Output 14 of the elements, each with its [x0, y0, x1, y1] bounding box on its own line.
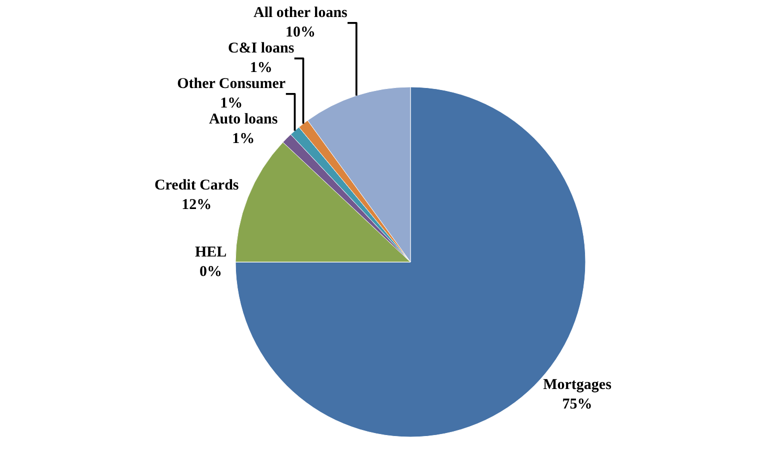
- category-label: HEL: [194, 244, 227, 260]
- data-label: 1%: [220, 96, 243, 112]
- data-label: 75%: [562, 396, 592, 412]
- data-label: 1%: [250, 60, 272, 76]
- data-label: 1%: [232, 131, 255, 148]
- slice-label: C&I loans: [228, 40, 294, 57]
- data-label: 12%: [182, 196, 212, 213]
- slice-label: Auto loans: [208, 112, 278, 128]
- text: 0%: [200, 264, 222, 280]
- slice-label: Other Consumer: [177, 76, 286, 92]
- slice-label: Mortgages: [543, 376, 612, 393]
- slice-label: All other loans: [253, 5, 348, 22]
- slice-label: Credit Cards: [154, 177, 239, 194]
- data-label: 10%: [285, 24, 316, 41]
